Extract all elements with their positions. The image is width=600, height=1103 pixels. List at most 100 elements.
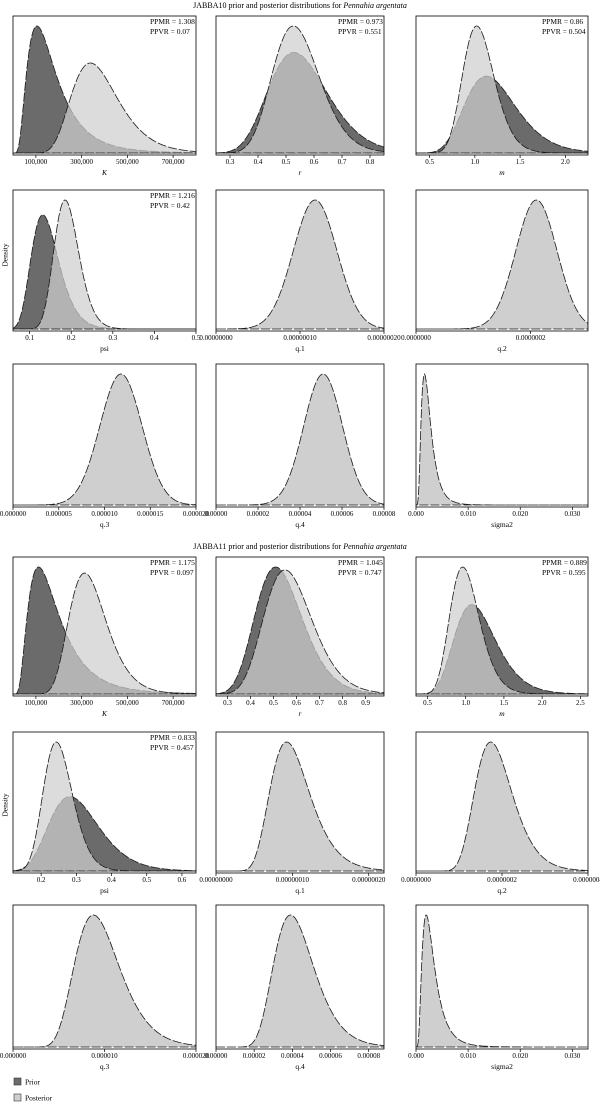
x-axis-label: q.2 bbox=[497, 344, 507, 353]
legend-label-posterior: Posterior bbox=[25, 1094, 53, 1103]
legend-swatch-posterior bbox=[13, 1093, 22, 1102]
x-axis-label: q.1 bbox=[295, 344, 305, 353]
x-axis-label: psi bbox=[100, 344, 109, 353]
panel-q3: 0.000000 0.000010 0.000020 q.3 bbox=[0, 904, 210, 1071]
x-tick-label: 2.0 bbox=[561, 158, 570, 166]
panel-frame bbox=[215, 731, 385, 874]
x-tick-label: 1.5 bbox=[516, 158, 525, 166]
x-tick-label: 0.00000 bbox=[205, 1052, 228, 1060]
panel-frame bbox=[12, 731, 197, 874]
x-axis-label: r bbox=[299, 709, 302, 718]
panel-q3: 0.000000 0.000005 0.000010 0.000015 0.000020… bbox=[0, 363, 210, 529]
panel-frame bbox=[12, 189, 197, 332]
x-tick-label: 0.9 bbox=[361, 699, 370, 707]
panel-frame bbox=[415, 189, 589, 332]
panel-q1: 0.00000000 0.00000010 0.00000020 q.1 bbox=[199, 731, 386, 895]
panel-frame bbox=[12, 15, 197, 156]
x-tick-label: 0.000010 bbox=[91, 510, 118, 518]
x-tick-label: 0.00002 bbox=[247, 510, 270, 518]
x-tick-label: 0.3 bbox=[226, 158, 235, 166]
x-tick-label: 0.00008 bbox=[357, 1052, 380, 1060]
x-tick-label: 700,000 bbox=[162, 699, 185, 707]
x-tick-label: 1.0 bbox=[470, 158, 479, 166]
x-tick-label: 0.000010 bbox=[91, 1052, 118, 1060]
x-tick-label: 0.00006 bbox=[331, 510, 354, 518]
density-posterior-m bbox=[416, 566, 588, 695]
panel-q2: 0.0000000 0.0000002 0.0000004 q.2 bbox=[401, 731, 600, 895]
x-axis-label: m bbox=[499, 709, 505, 718]
x-axis-label: q.3 bbox=[100, 1062, 110, 1071]
panel-frame bbox=[215, 556, 385, 697]
x-tick-label: 0.00000020 bbox=[352, 876, 386, 884]
density-posterior-sigma2 bbox=[416, 373, 588, 506]
ppvr-label: PPVR = 0.504 bbox=[542, 27, 586, 36]
ppvr-label: PPVR = 0.42 bbox=[150, 201, 190, 210]
panel-K: 100,000 300,000 500,000 700,000 K PPMR = 1.30… bbox=[12, 15, 197, 177]
x-tick-label: 0.010 bbox=[460, 1052, 476, 1060]
density-posterior-sigma2 bbox=[416, 914, 588, 1048]
x-tick-label: 0.5 bbox=[425, 158, 434, 166]
x-axis-label: K bbox=[101, 168, 108, 177]
panel-frame bbox=[415, 556, 589, 697]
x-tick-label: 0.5 bbox=[269, 699, 278, 707]
x-tick-label: 0.0000000 bbox=[401, 334, 431, 342]
x-tick-label: 0.8 bbox=[366, 158, 375, 166]
ppmr-label: PPMR = 0.889 bbox=[542, 558, 587, 567]
x-tick-label: 0.000000 bbox=[0, 1052, 27, 1060]
x-tick-label: 0.00004 bbox=[289, 510, 312, 518]
x-tick-label: 0.4 bbox=[254, 158, 263, 166]
section-title: JABBA11 prior and posterior distribution… bbox=[193, 542, 406, 551]
x-tick-label: 0.000020 bbox=[183, 510, 210, 518]
x-tick-label: 1.0 bbox=[461, 699, 470, 707]
legend-label-prior: Prior bbox=[25, 1078, 41, 1087]
density-posterior-q2 bbox=[416, 199, 588, 330]
x-tick-label: 0.5 bbox=[282, 158, 291, 166]
x-tick-label: 2.0 bbox=[538, 699, 547, 707]
density-posterior-r bbox=[216, 25, 384, 154]
x-tick-label: 0.000 bbox=[408, 1052, 424, 1060]
x-axis-label: m bbox=[499, 168, 505, 177]
x-tick-label: 0.000 bbox=[408, 510, 424, 518]
density-posterior-q4 bbox=[216, 373, 384, 506]
panel-K: 100,000 300,000 500,000 700,000 K PPMR = 1.17… bbox=[12, 556, 197, 718]
x-tick-label: 0.000000 bbox=[0, 510, 27, 518]
x-tick-label: 0.00000010 bbox=[276, 876, 310, 884]
section-title: JABBA10 prior and posterior distribution… bbox=[193, 1, 407, 10]
x-tick-label: 2.5 bbox=[576, 699, 585, 707]
x-tick-label: 0.5 bbox=[423, 699, 432, 707]
x-tick-label: 0.00000010 bbox=[283, 334, 317, 342]
x-tick-label: 0.8 bbox=[338, 699, 347, 707]
density-posterior-q3 bbox=[13, 914, 196, 1048]
x-axis-label: q.4 bbox=[295, 520, 305, 529]
ppvr-label: PPVR = 0.457 bbox=[150, 743, 194, 752]
x-tick-label: 700,000 bbox=[162, 158, 185, 166]
x-tick-label: 0.0000000 bbox=[401, 876, 431, 884]
panel-frame bbox=[415, 15, 589, 156]
density-posterior-q1 bbox=[216, 741, 384, 872]
panel-sigma2: 0.000 0.010 0.020 0.030 sigma2 bbox=[408, 363, 589, 529]
x-axis-label: r bbox=[299, 168, 302, 177]
legend-swatch-prior bbox=[13, 1077, 22, 1086]
x-tick-label: 0.4 bbox=[150, 334, 159, 342]
panel-q4: 0.00000 0.00002 0.00004 0.00006 0.00008 q.4 bbox=[205, 904, 385, 1071]
x-tick-label: 0.00000020 bbox=[367, 334, 401, 342]
x-tick-label: 0.0000002 bbox=[516, 334, 546, 342]
density-posterior-q4 bbox=[216, 914, 384, 1048]
x-tick-label: 0.4 bbox=[246, 699, 255, 707]
x-axis-label: sigma2 bbox=[491, 1062, 513, 1071]
density-posterior-q3 bbox=[13, 373, 196, 506]
density-posterior-m bbox=[416, 25, 588, 154]
ppmr-label: PPMR = 1.216 bbox=[150, 191, 195, 200]
ppvr-label: PPVR = 0.747 bbox=[338, 568, 382, 577]
panel-sigma2: 0.000 0.010 0.020 0.030 sigma2 bbox=[408, 904, 589, 1071]
x-axis-label: psi bbox=[100, 886, 109, 895]
density-axis-label: Density bbox=[1, 793, 10, 817]
ppmr-label: PPMR = 1.045 bbox=[338, 558, 383, 567]
x-tick-label: 0.3 bbox=[108, 334, 117, 342]
